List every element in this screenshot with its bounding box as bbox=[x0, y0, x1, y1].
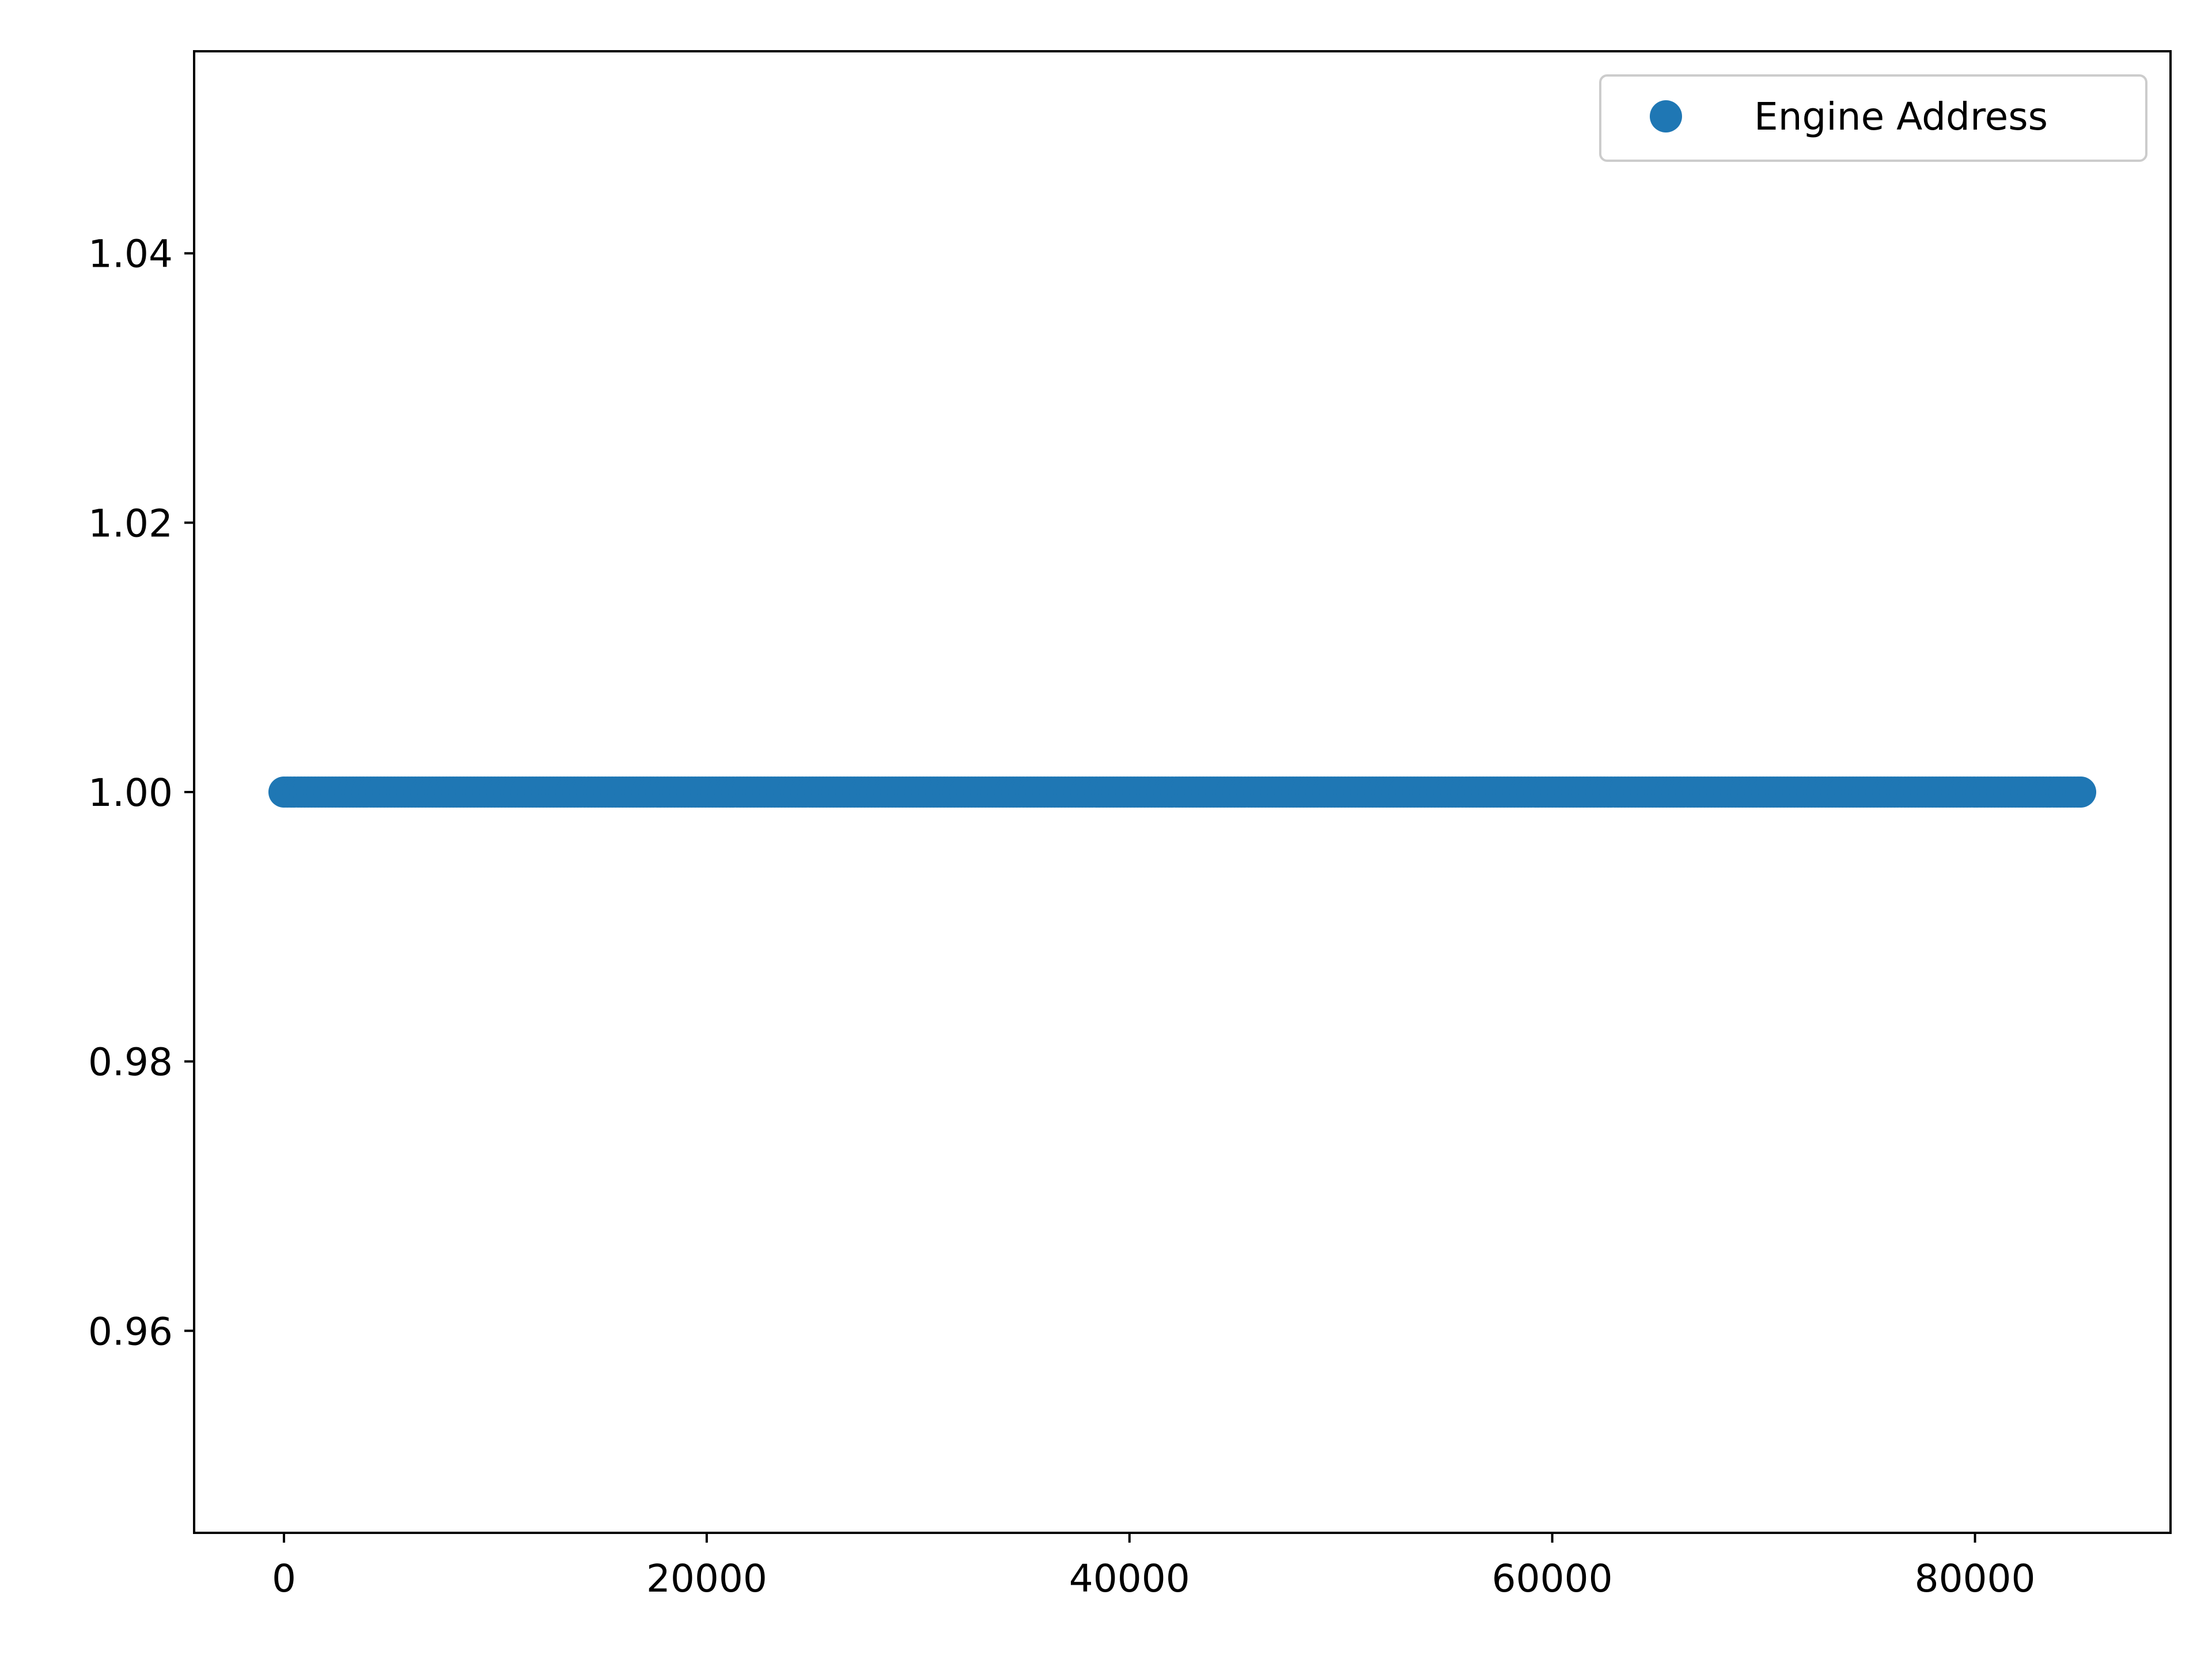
y-tick-label: 1.04 bbox=[88, 232, 173, 276]
y-tick-label: 1.02 bbox=[88, 501, 173, 546]
x-tick-label: 40000 bbox=[1069, 1556, 1190, 1601]
series-0-points bbox=[268, 777, 2097, 808]
x-tick-label: 60000 bbox=[1492, 1556, 1613, 1601]
y-tick-label: 0.96 bbox=[88, 1309, 173, 1354]
x-axis: 0 20000 40000 60000 80000 bbox=[272, 1533, 2036, 1601]
y-tick-label: 0.98 bbox=[88, 1040, 173, 1085]
data-point bbox=[2065, 777, 2097, 808]
x-tick-label: 20000 bbox=[646, 1556, 767, 1601]
y-axis: 0.96 0.98 1.00 1.02 1.04 bbox=[88, 232, 194, 1354]
legend-box bbox=[1599, 74, 2147, 162]
legend: Engine Address bbox=[1599, 74, 2147, 162]
plot-area bbox=[268, 777, 2097, 808]
legend-label: Engine Address bbox=[1754, 94, 2048, 139]
x-tick-label: 80000 bbox=[1915, 1556, 2036, 1601]
series-layer bbox=[268, 777, 2097, 808]
x-tick-label: 0 bbox=[272, 1556, 296, 1601]
y-tick-label: 1.00 bbox=[88, 771, 173, 815]
legend-marker bbox=[1650, 100, 1682, 132]
